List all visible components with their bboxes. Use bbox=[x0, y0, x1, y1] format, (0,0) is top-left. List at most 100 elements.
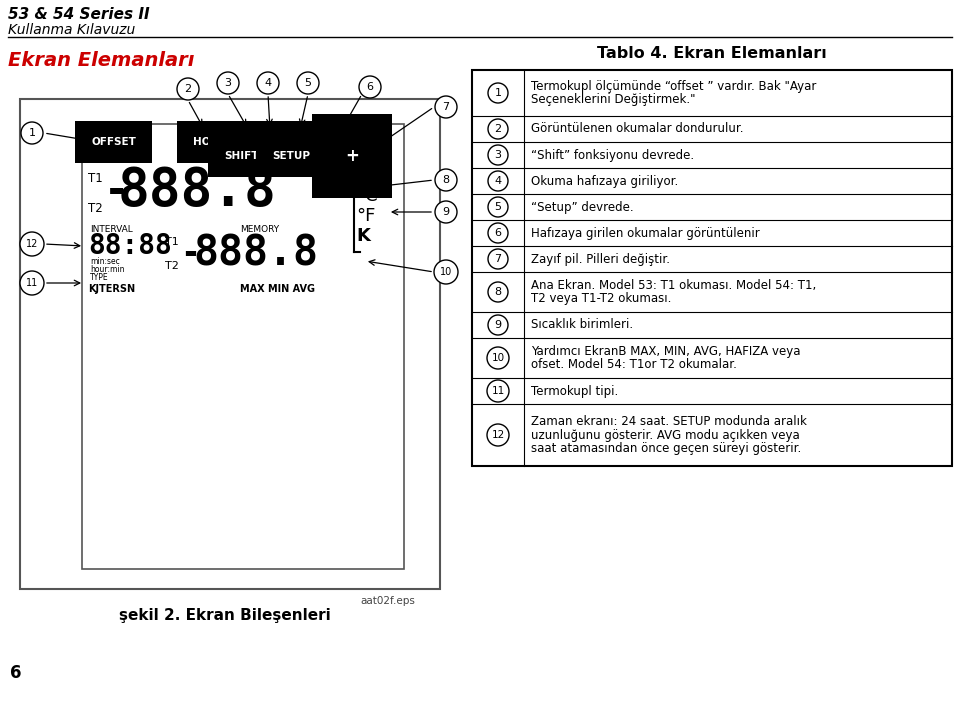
Text: 9: 9 bbox=[494, 320, 501, 330]
Text: Zaman ekranı: 24 saat. SETUP modunda aralık: Zaman ekranı: 24 saat. SETUP modunda ara… bbox=[531, 415, 806, 428]
Text: T2: T2 bbox=[165, 261, 179, 271]
Text: 888.8: 888.8 bbox=[118, 165, 276, 217]
Text: ofset. Model 54: T1or T2 okumalar.: ofset. Model 54: T1or T2 okumalar. bbox=[531, 358, 737, 370]
Text: -: - bbox=[104, 170, 129, 212]
Text: 2: 2 bbox=[184, 84, 192, 94]
Text: “Shift” fonksiyonu devrede.: “Shift” fonksiyonu devrede. bbox=[531, 149, 694, 161]
Text: Sıcaklık birimleri.: Sıcaklık birimleri. bbox=[531, 318, 634, 332]
Text: “Setup” devrede.: “Setup” devrede. bbox=[531, 201, 634, 213]
Text: 53 & 54 Series II: 53 & 54 Series II bbox=[8, 7, 150, 22]
Text: 6: 6 bbox=[494, 228, 501, 238]
Text: SHIFT: SHIFT bbox=[224, 151, 258, 161]
Text: 10: 10 bbox=[492, 353, 505, 363]
Text: T1-T2: T1-T2 bbox=[118, 151, 149, 161]
Text: INTERVAL: INTERVAL bbox=[90, 225, 132, 234]
Circle shape bbox=[435, 201, 457, 223]
Text: saat atamasından önce geçen süreyi gösterir.: saat atamasından önce geçen süreyi göste… bbox=[531, 442, 802, 455]
Text: 12: 12 bbox=[26, 239, 38, 249]
Text: Yardımcı EkranB MAX, MIN, AVG, HAFIZA veya: Yardımcı EkranB MAX, MIN, AVG, HAFIZA ve… bbox=[531, 346, 801, 358]
Text: -: - bbox=[180, 237, 200, 270]
Text: K: K bbox=[356, 227, 370, 245]
Text: T1: T1 bbox=[88, 172, 103, 185]
Text: 11: 11 bbox=[26, 278, 38, 288]
Circle shape bbox=[488, 83, 508, 103]
Circle shape bbox=[487, 424, 509, 446]
Circle shape bbox=[488, 119, 508, 139]
Text: MEMORY: MEMORY bbox=[240, 225, 279, 234]
Bar bbox=[472, 70, 952, 466]
Text: Termokupl tipi.: Termokupl tipi. bbox=[531, 384, 618, 398]
Text: RECALL: RECALL bbox=[289, 137, 333, 147]
Circle shape bbox=[488, 197, 508, 217]
Circle shape bbox=[488, 249, 508, 269]
Text: Ekran Elemanları: Ekran Elemanları bbox=[8, 51, 194, 70]
Circle shape bbox=[20, 271, 44, 295]
Text: OFFSET: OFFSET bbox=[91, 137, 136, 147]
Text: +: + bbox=[345, 147, 359, 165]
Text: 11: 11 bbox=[492, 386, 505, 396]
Text: 5: 5 bbox=[304, 78, 311, 88]
Text: 1: 1 bbox=[29, 128, 36, 138]
Text: Zayıf pil. Pilleri değiştir.: Zayıf pil. Pilleri değiştir. bbox=[531, 253, 670, 265]
Circle shape bbox=[487, 347, 509, 369]
Text: °C: °C bbox=[356, 187, 377, 205]
Text: TYPE: TYPE bbox=[90, 272, 108, 282]
Text: 9: 9 bbox=[443, 207, 449, 217]
Circle shape bbox=[487, 380, 509, 402]
Text: 5: 5 bbox=[494, 202, 501, 212]
Circle shape bbox=[177, 78, 199, 100]
Text: Seçeneklerini Değiştirmek.": Seçeneklerini Değiştirmek." bbox=[531, 94, 695, 106]
Bar bbox=[82, 124, 404, 569]
Circle shape bbox=[435, 169, 457, 191]
Text: 6: 6 bbox=[367, 82, 373, 92]
Text: uzunluğunu gösterir. AVG modu açıkken veya: uzunluğunu gösterir. AVG modu açıkken ve… bbox=[531, 429, 800, 441]
Text: 12: 12 bbox=[492, 430, 505, 440]
Text: aat02f.eps: aat02f.eps bbox=[360, 596, 415, 606]
Text: LOG: LOG bbox=[242, 137, 266, 147]
Circle shape bbox=[21, 122, 43, 144]
Text: 1: 1 bbox=[494, 88, 501, 98]
Text: 3: 3 bbox=[494, 150, 501, 160]
Circle shape bbox=[488, 282, 508, 302]
Circle shape bbox=[488, 223, 508, 243]
Text: T2 veya T1-T2 okuması.: T2 veya T1-T2 okuması. bbox=[531, 291, 671, 305]
Text: Okuma hafızaya giriliyor.: Okuma hafızaya giriliyor. bbox=[531, 175, 679, 187]
Text: 6: 6 bbox=[10, 664, 21, 682]
Bar bbox=[20, 99, 440, 589]
Text: MAX MIN AVG: MAX MIN AVG bbox=[240, 284, 315, 294]
Circle shape bbox=[359, 76, 381, 98]
Text: Kullanma Kılavuzu: Kullanma Kılavuzu bbox=[8, 23, 135, 37]
Text: 888.8: 888.8 bbox=[193, 233, 318, 275]
Text: SETUP: SETUP bbox=[272, 151, 310, 161]
Circle shape bbox=[434, 260, 458, 284]
Text: 10: 10 bbox=[440, 267, 452, 277]
Circle shape bbox=[435, 96, 457, 118]
Text: 8: 8 bbox=[494, 287, 501, 297]
Text: Tablo 4. Ekran Elemanları: Tablo 4. Ekran Elemanları bbox=[597, 46, 827, 61]
Text: Termokupl ölçümünde “offset ” vardır. Bak "Ayar: Termokupl ölçümünde “offset ” vardır. Ba… bbox=[531, 80, 816, 92]
Text: KJTERSN: KJTERSN bbox=[88, 284, 135, 294]
Text: Ana Ekran. Model 53: T1 okuması. Model 54: T1,: Ana Ekran. Model 53: T1 okuması. Model 5… bbox=[531, 279, 816, 292]
Text: T1: T1 bbox=[165, 237, 179, 247]
Text: 88:88: 88:88 bbox=[88, 232, 172, 260]
Circle shape bbox=[297, 72, 319, 94]
Text: hour:min: hour:min bbox=[90, 265, 125, 273]
Text: şekil 2. Ekran Bileşenleri: şekil 2. Ekran Bileşenleri bbox=[119, 608, 331, 623]
Circle shape bbox=[20, 232, 44, 256]
Text: 4: 4 bbox=[494, 176, 501, 186]
Circle shape bbox=[488, 145, 508, 165]
Text: 7: 7 bbox=[494, 254, 501, 264]
Text: HOLD: HOLD bbox=[193, 137, 226, 147]
Text: °F: °F bbox=[356, 207, 375, 225]
Text: 8: 8 bbox=[443, 175, 449, 185]
Text: 4: 4 bbox=[264, 78, 272, 88]
Text: Hafızaya girilen okumalar görüntülenir: Hafızaya girilen okumalar görüntülenir bbox=[531, 227, 759, 239]
Text: Görüntülenen okumalar dondurulur.: Görüntülenen okumalar dondurulur. bbox=[531, 122, 743, 135]
Text: min:sec: min:sec bbox=[90, 258, 120, 267]
Circle shape bbox=[488, 315, 508, 335]
Circle shape bbox=[217, 72, 239, 94]
Text: T2: T2 bbox=[88, 203, 103, 215]
Circle shape bbox=[257, 72, 279, 94]
Circle shape bbox=[488, 171, 508, 191]
Text: 2: 2 bbox=[494, 124, 501, 134]
